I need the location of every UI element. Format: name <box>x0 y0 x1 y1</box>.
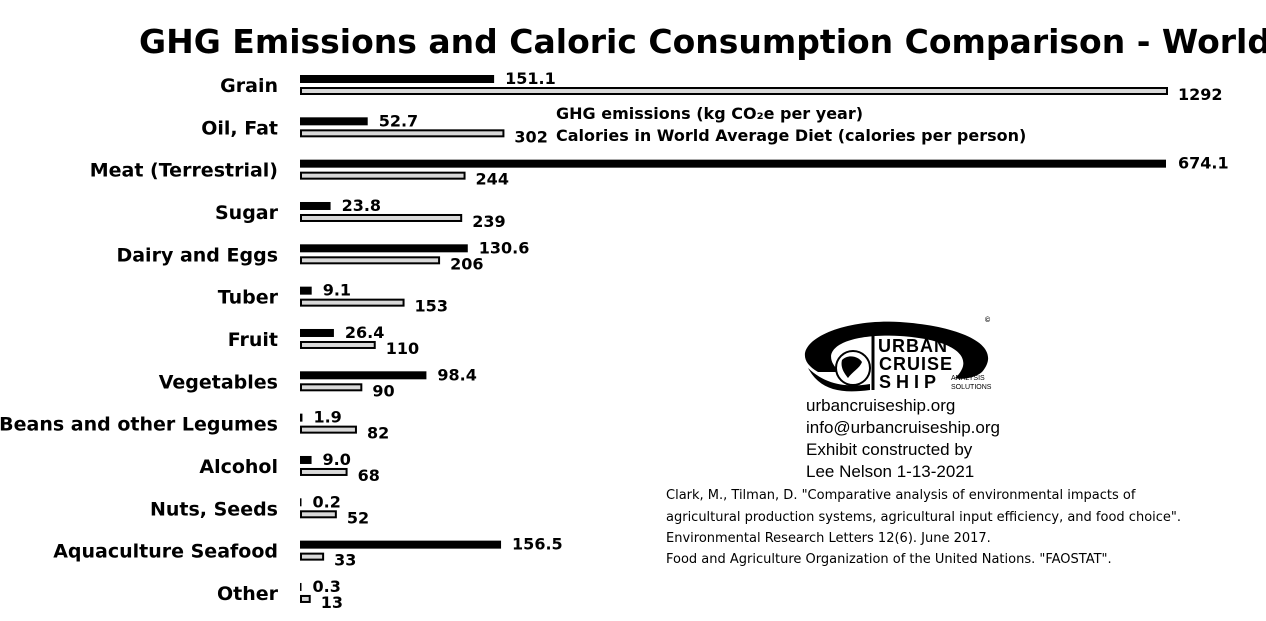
calorie-value-label-other: 13 <box>321 593 343 612</box>
website-text: urbancruiseship.org <box>806 396 955 415</box>
bar-plot-area: Grain 151.1 1292 Oil, Fat 52.7 302 Meat (Terre… <box>0 69 1229 612</box>
logo-tagline-2: SOLUTIONS <box>951 384 992 391</box>
ghg-bar-meat-terrestrial <box>300 159 1166 168</box>
calorie-value-label-grain: 1292 <box>1178 85 1223 104</box>
ghg-bar-fruit <box>300 328 334 337</box>
category-label-vegetables: Vegetables <box>159 371 278 393</box>
ghg-value-label-alcohol: 9.0 <box>323 450 351 469</box>
calorie-bar-tuber <box>300 298 405 307</box>
ghg-value-label-oil-fat: 52.7 <box>379 111 418 130</box>
ghg-value-label-beans-and-other-legumes: 1.9 <box>313 408 341 427</box>
calorie-value-label-oil-fat: 302 <box>514 127 547 146</box>
credit-line-1: Exhibit constructed by <box>806 440 973 459</box>
category-label-aquaculture-seafood: Aquaculture Seafood <box>53 541 278 563</box>
legend-entry-calories: Calories in World Average Diet (calories… <box>556 126 1026 145</box>
category-label-alcohol: Alcohol <box>199 456 278 478</box>
calorie-bar-oil-fat <box>300 129 505 138</box>
ghg-bar-alcohol <box>300 455 312 464</box>
source-line-3: Environmental Research Letters 12(6). Ju… <box>666 531 991 546</box>
ghg-bar-grain <box>300 75 495 83</box>
ghg-value-label-sugar: 23.8 <box>342 196 381 215</box>
calorie-value-label-tuber: 153 <box>415 297 448 316</box>
ghg-bar-sugar <box>300 201 331 210</box>
ghg-value-label-other: 0.3 <box>313 577 341 596</box>
sources-block: Clark, M., Tilman, D. "Comparative analy… <box>666 488 1181 567</box>
email-text: info@urbancruiseship.org <box>806 418 1000 437</box>
calorie-bar-beans-and-other-legumes <box>300 425 357 434</box>
ghg-bar-tuber <box>300 286 312 295</box>
source-line-4: Food and Agriculture Organization of the… <box>666 552 1112 567</box>
credit-line-2: Lee Nelson 1-13-2021 <box>806 462 974 481</box>
calorie-bar-meat-terrestrial <box>300 171 466 180</box>
calorie-bar-nuts-seeds <box>300 510 337 519</box>
contact-block: urbancruiseship.org info@urbancruiseship… <box>806 396 1000 481</box>
source-line-1: Clark, M., Tilman, D. "Comparative analy… <box>666 488 1136 503</box>
legend: GHG emissions (kg CO₂e per year) Calorie… <box>556 104 1026 145</box>
category-label-sugar: Sugar <box>215 202 279 224</box>
calorie-value-label-meat-terrestrial: 244 <box>476 170 509 189</box>
ghg-value-label-dairy-and-eggs: 130.6 <box>479 238 530 257</box>
ghg-bar-other <box>300 582 302 591</box>
logo-swoosh <box>804 321 989 379</box>
category-label-oil-fat: Oil, Fat <box>201 117 278 139</box>
logo-copyright-mark: © <box>985 316 991 324</box>
ghg-bar-dairy-and-eggs <box>300 244 468 253</box>
calorie-value-label-sugar: 239 <box>472 212 505 231</box>
ghg-value-label-vegetables: 98.4 <box>437 365 476 384</box>
ghg-bar-nuts-seeds <box>300 498 302 507</box>
calorie-value-label-aquaculture-seafood: 33 <box>334 551 356 570</box>
legend-entry-ghg: GHG emissions (kg CO₂e per year) <box>556 104 863 123</box>
ghg-value-label-aquaculture-seafood: 156.5 <box>512 535 563 554</box>
calorie-value-label-nuts-seeds: 52 <box>347 508 369 527</box>
ghg-value-label-fruit: 26.4 <box>345 323 384 342</box>
ghg-value-label-grain: 151.1 <box>505 69 556 88</box>
category-label-fruit: Fruit <box>228 329 278 351</box>
ghg-bar-beans-and-other-legumes <box>300 413 303 422</box>
calorie-bar-vegetables <box>300 383 363 392</box>
source-line-2: agricultural production systems, agricul… <box>666 510 1181 525</box>
category-label-tuber: Tuber <box>218 287 279 309</box>
globe-continent-icon <box>841 356 862 378</box>
calorie-value-label-dairy-and-eggs: 206 <box>450 254 483 273</box>
calorie-value-label-vegetables: 90 <box>372 381 394 400</box>
ghg-bar-oil-fat <box>300 117 368 126</box>
calorie-value-label-fruit: 110 <box>386 339 419 358</box>
category-label-grain: Grain <box>220 75 278 97</box>
ghg-value-label-tuber: 9.1 <box>323 281 351 300</box>
calorie-bar-other <box>300 594 311 603</box>
calorie-bar-alcohol <box>300 467 348 476</box>
logo-line-2: CRUISE <box>879 354 953 374</box>
logo-line-1: URBAN <box>878 336 948 356</box>
calorie-bar-dairy-and-eggs <box>300 256 441 265</box>
chart-title: GHG Emissions and Caloric Consumption Co… <box>139 22 1266 61</box>
category-label-beans-and-other-legumes: Beans and other Legumes <box>0 414 278 436</box>
category-label-meat-terrestrial: Meat (Terrestrial) <box>90 160 278 182</box>
logo: URBAN CRUISE SHIP ® © ANALYSIS SOLUTIONS <box>804 316 992 392</box>
calorie-value-label-beans-and-other-legumes: 82 <box>367 424 389 443</box>
calorie-bar-aquaculture-seafood <box>300 552 325 561</box>
logo-registered-mark: ® <box>949 331 955 339</box>
calorie-bar-sugar <box>300 213 463 222</box>
ghg-value-label-meat-terrestrial: 674.1 <box>1178 154 1229 173</box>
logo-tagline-1: ANALYSIS <box>951 375 985 382</box>
ghg-bar-vegetables <box>300 371 427 380</box>
ghg-bar-aquaculture-seafood <box>300 540 502 549</box>
category-label-dairy-and-eggs: Dairy and Eggs <box>116 244 278 266</box>
category-label-nuts-seeds: Nuts, Seeds <box>150 498 278 520</box>
category-label-other: Other <box>217 583 279 605</box>
logo-line-3: SHIP <box>879 372 941 392</box>
calorie-value-label-alcohol: 68 <box>358 466 380 485</box>
ghg-value-label-nuts-seeds: 0.2 <box>313 492 341 511</box>
calorie-bar-fruit <box>300 340 376 349</box>
calorie-bar-grain <box>300 87 1168 95</box>
